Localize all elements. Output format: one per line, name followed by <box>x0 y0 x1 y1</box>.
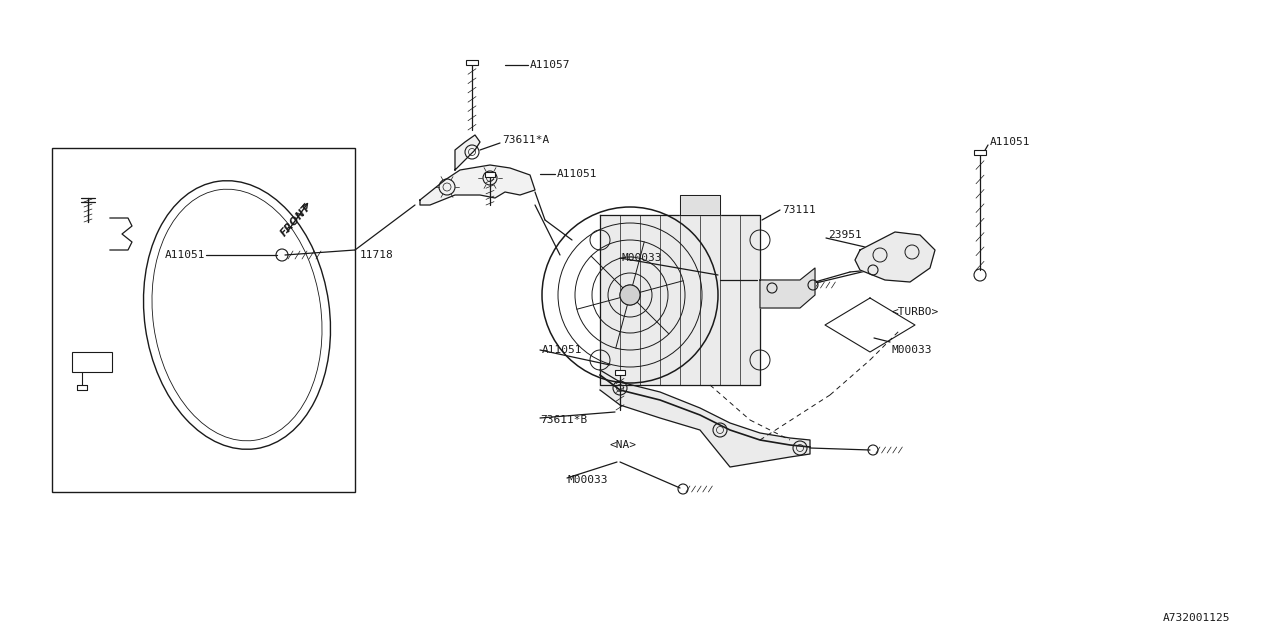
Text: A11051: A11051 <box>557 169 598 179</box>
Polygon shape <box>680 195 719 215</box>
Text: A11051: A11051 <box>989 137 1030 147</box>
Text: 11718: 11718 <box>360 250 394 260</box>
Text: 73111: 73111 <box>782 205 815 215</box>
Bar <box>485 172 495 177</box>
Text: <NA>: <NA> <box>611 440 637 450</box>
Text: 73611*A: 73611*A <box>502 135 549 145</box>
Text: M00033: M00033 <box>622 253 663 263</box>
Text: <TURBO>: <TURBO> <box>892 307 940 317</box>
Polygon shape <box>600 370 810 467</box>
Circle shape <box>620 285 640 305</box>
Text: A732001125: A732001125 <box>1162 613 1230 623</box>
Text: 23951: 23951 <box>828 230 861 240</box>
Polygon shape <box>600 215 760 385</box>
Bar <box>52 148 355 492</box>
Bar <box>466 60 477 65</box>
Bar <box>72 352 113 372</box>
Polygon shape <box>420 165 535 205</box>
Text: A11057: A11057 <box>530 60 571 70</box>
Bar <box>614 370 625 375</box>
Text: A11051: A11051 <box>541 345 582 355</box>
Polygon shape <box>855 232 934 282</box>
Bar <box>974 150 986 155</box>
Text: M00033: M00033 <box>568 475 608 485</box>
Polygon shape <box>454 135 480 170</box>
Polygon shape <box>760 268 815 308</box>
Text: M00033: M00033 <box>892 345 933 355</box>
Text: 73611*B: 73611*B <box>540 415 588 425</box>
Text: FRONT: FRONT <box>279 202 314 238</box>
Text: A11051: A11051 <box>165 250 205 260</box>
